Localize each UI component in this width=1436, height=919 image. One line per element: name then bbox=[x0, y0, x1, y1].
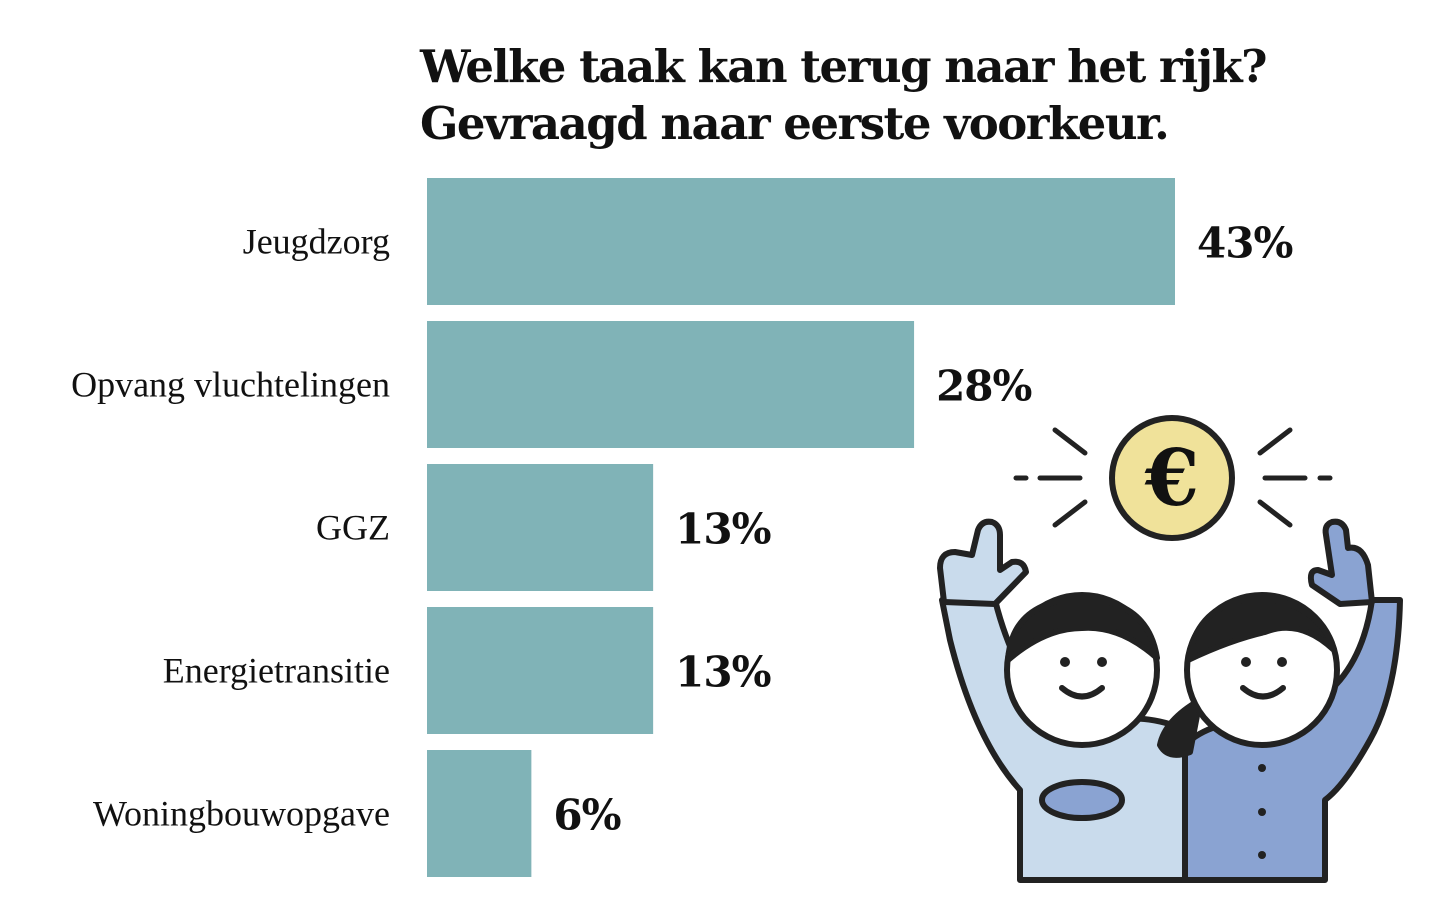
bar-opvang-vluchtelingen bbox=[427, 321, 915, 448]
left-person bbox=[937, 518, 1188, 883]
category-label: Opvang vluchtelingen bbox=[71, 365, 390, 405]
category-label: GGZ bbox=[316, 508, 390, 548]
value-label: 43% bbox=[1197, 219, 1292, 268]
bar-jeugdzorg bbox=[427, 178, 1175, 305]
coin-rays bbox=[1013, 427, 1333, 528]
chart-title-line-2: Gevraagd naar eerste voorkeur. bbox=[420, 97, 1170, 150]
value-label: 6% bbox=[553, 791, 620, 840]
bar-energietransitie bbox=[427, 607, 654, 734]
category-label: Woningbouwopgave bbox=[93, 794, 390, 834]
right-person bbox=[1157, 518, 1403, 883]
chart-title-line-1: Welke taak kan terug naar het rijk? bbox=[420, 40, 1268, 93]
euro-symbol: € bbox=[1144, 433, 1199, 524]
category-label: Jeugdzorg bbox=[243, 222, 390, 262]
value-label: 13% bbox=[675, 648, 770, 697]
chart-title: Welke taak kan terug naar het rijk? Gevr… bbox=[420, 38, 1268, 152]
euro-coin-icon: € bbox=[1109, 415, 1235, 541]
value-label: 13% bbox=[675, 505, 770, 554]
category-label: Energietransitie bbox=[163, 651, 390, 691]
value-label: 28% bbox=[936, 362, 1031, 411]
people-with-coin-illustration: € bbox=[937, 415, 1403, 883]
bar-ggz bbox=[427, 464, 654, 591]
bar-woningbouwopgave bbox=[427, 750, 532, 877]
